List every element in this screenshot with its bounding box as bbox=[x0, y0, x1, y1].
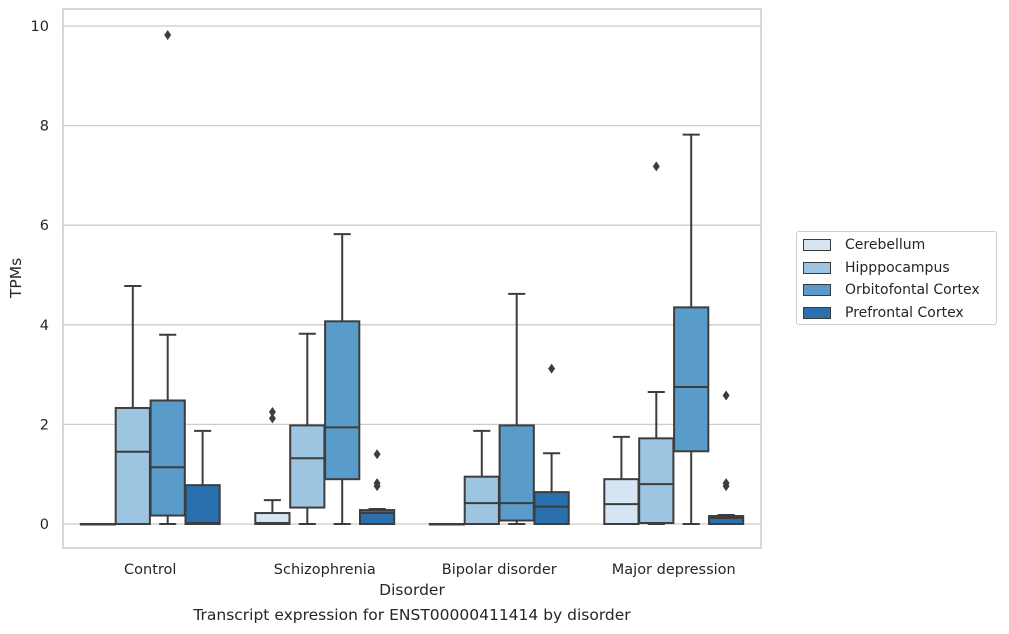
legend-swatch-prefrontal bbox=[803, 307, 831, 319]
outlier-point bbox=[164, 29, 172, 40]
legend-label: Prefrontal Cortex bbox=[845, 305, 964, 321]
y-tick-label: 10 bbox=[31, 19, 49, 35]
x-tick-label: Bipolar disorder bbox=[442, 562, 557, 578]
box-hipppocampus bbox=[114, 284, 151, 525]
outlier-point bbox=[652, 161, 660, 172]
boxes bbox=[79, 29, 745, 526]
outlier-point bbox=[722, 390, 730, 401]
legend-swatch-cerebellum bbox=[803, 239, 831, 251]
legend-swatch-orbitofrontal bbox=[803, 284, 831, 296]
box-iqr bbox=[184, 484, 221, 526]
legend-item-prefrontal: Prefrontal Cortex bbox=[803, 303, 964, 323]
box-cerebellum bbox=[254, 406, 291, 526]
legend-label: Cerebellum bbox=[845, 237, 926, 253]
box-iqr bbox=[289, 424, 326, 509]
box-iqr bbox=[707, 515, 745, 525]
legend-item-hippocampus: Hipppocampus bbox=[803, 258, 950, 278]
box-prefrontal-cortex bbox=[184, 429, 221, 526]
box-iqr bbox=[324, 320, 361, 481]
legend-label: Hipppocampus bbox=[845, 260, 950, 276]
box-prefrontal-cortex bbox=[358, 449, 396, 525]
outlier-point bbox=[548, 363, 556, 374]
y-tick-label: 4 bbox=[40, 318, 49, 334]
outlier-point bbox=[722, 478, 730, 489]
box-cerebellum bbox=[79, 523, 117, 526]
box-prefrontal-cortex bbox=[707, 390, 745, 525]
y-tick-label: 8 bbox=[40, 119, 49, 135]
box-iqr bbox=[638, 437, 675, 525]
x-tick-label: Control bbox=[124, 562, 176, 578]
outlier-point bbox=[268, 406, 276, 417]
x-tick-label: Schizophrenia bbox=[274, 562, 376, 578]
y-tick-label: 0 bbox=[40, 517, 49, 533]
legend-item-orbitofrontal: Orbitofontal Cortex bbox=[803, 280, 980, 300]
outlier-point bbox=[373, 449, 381, 460]
x-axis-label: Disorder bbox=[379, 581, 445, 599]
box-orbitofontal-cortex bbox=[324, 233, 361, 525]
box-cerebellum bbox=[603, 435, 640, 525]
y-tick-label: 2 bbox=[40, 417, 49, 433]
box-hipppocampus bbox=[638, 161, 675, 525]
outlier-point bbox=[373, 478, 381, 489]
outlier-point bbox=[268, 413, 276, 424]
box-iqr bbox=[149, 399, 186, 517]
box-iqr bbox=[673, 306, 710, 453]
box-iqr bbox=[114, 406, 151, 525]
box-orbitofontal-cortex bbox=[673, 133, 710, 525]
legend-label: Orbitofontal Cortex bbox=[845, 282, 980, 298]
y-tick-label: 6 bbox=[40, 218, 49, 234]
box-iqr bbox=[463, 475, 500, 526]
box-orbitofontal-cortex bbox=[149, 29, 186, 525]
box-prefrontal-cortex bbox=[533, 363, 570, 525]
box-iqr bbox=[533, 491, 570, 525]
legend: Cerebellum Hipppocampus Orbitofontal Cor… bbox=[796, 231, 997, 325]
tick-labels: 0 2 4 6 8 10 Control Schizophrenia Bipolar disor… bbox=[31, 19, 736, 578]
x-tick-label: Major depression bbox=[612, 562, 736, 578]
legend-item-cerebellum: Cerebellum bbox=[803, 235, 925, 255]
box-iqr bbox=[603, 478, 640, 525]
box-orbitofontal-cortex bbox=[498, 292, 535, 525]
legend-swatch-hippocampus bbox=[803, 262, 831, 274]
box-iqr bbox=[498, 424, 535, 522]
y-axis-label: TPMs bbox=[7, 258, 25, 299]
box-hipppocampus bbox=[289, 332, 326, 525]
chart-caption: Transcript expression for ENST0000041141… bbox=[193, 606, 631, 624]
box-cerebellum bbox=[428, 523, 466, 526]
